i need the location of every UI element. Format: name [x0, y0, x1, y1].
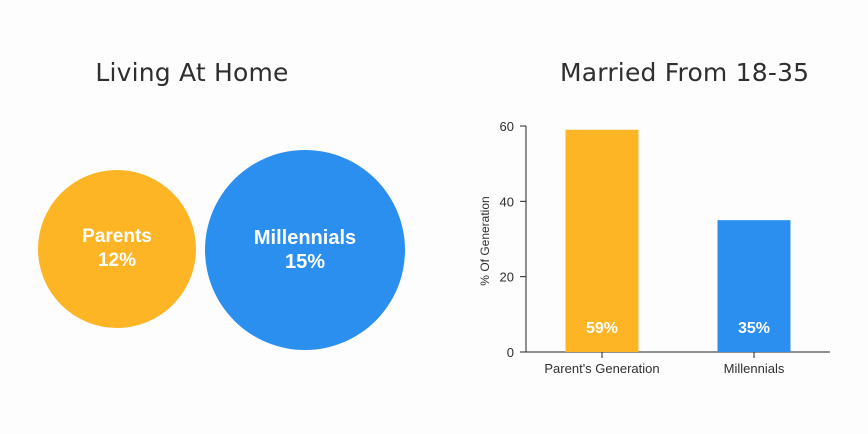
- millennials-bubble-label: Millennials: [253, 227, 357, 249]
- y-tick-label: 0: [507, 345, 514, 360]
- millennials-bubble: Millennials 15%: [205, 150, 405, 350]
- bar-value-label: 59%: [586, 320, 618, 337]
- bar-0: [565, 129, 639, 352]
- parents-bubble: Parents 12%: [38, 170, 196, 328]
- x-tick-label: Millennials: [724, 361, 785, 376]
- y-axis-title: % Of Generation: [478, 196, 492, 285]
- y-tick-label: 20: [500, 270, 514, 285]
- living-at-home-title: Living At Home: [95, 58, 289, 87]
- y-tick-label: 40: [500, 194, 514, 209]
- x-tick-label: Parent's Generation: [544, 361, 659, 376]
- millennials-bubble-value: 15%: [284, 251, 326, 273]
- parents-bubble-label: Parents: [82, 226, 152, 247]
- bar-value-label: 35%: [738, 320, 770, 337]
- parents-bubble-value: 12%: [97, 250, 137, 271]
- bar-1: [717, 220, 791, 352]
- y-tick-label: 60: [500, 119, 514, 134]
- married-chart-title: Married From 18-35: [560, 58, 810, 87]
